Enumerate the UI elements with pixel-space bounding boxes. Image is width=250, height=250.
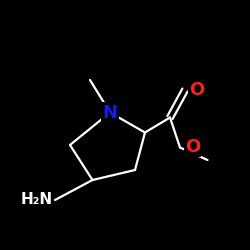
Text: O: O <box>185 138 200 156</box>
Text: N: N <box>102 104 118 122</box>
Text: H₂N: H₂N <box>20 192 52 208</box>
Text: O: O <box>189 81 204 99</box>
